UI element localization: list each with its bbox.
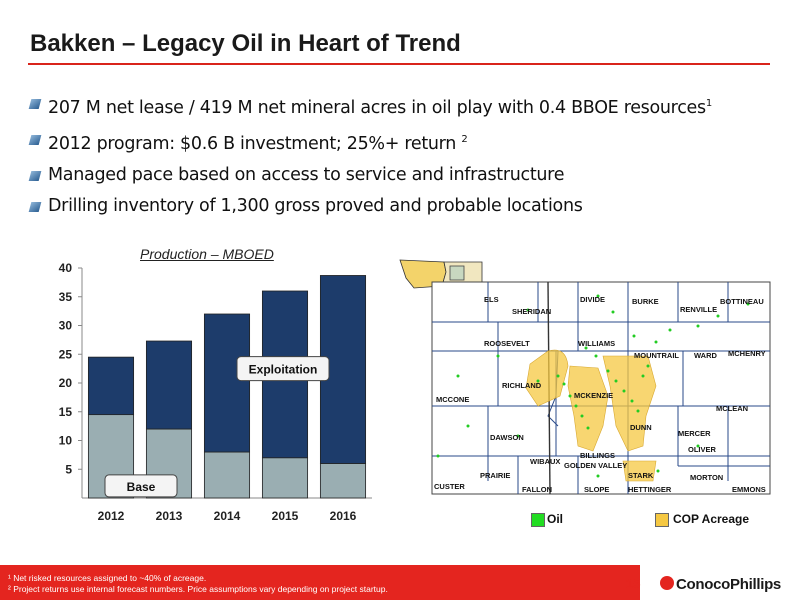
bullet-item: 207 M net lease / 419 M net mineral acre… [28, 88, 712, 124]
county-label-billings: BILLINGS [580, 451, 615, 460]
slide-title: Bakken – Legacy Oil in Heart of Trend [30, 30, 461, 57]
base-label: Base [127, 480, 156, 494]
cop-acreage-legend-swatch [655, 513, 669, 527]
y-tick-label: 15 [59, 405, 73, 419]
footer-bar: ¹ Net risked resources assigned to ~40% … [0, 565, 640, 600]
bullet-item: Managed pace based on access to service … [28, 160, 712, 191]
production-chart: 5 10 15 20 25 30 35 40 2012 2013 2014 2015 2016 Base E… [59, 261, 372, 523]
county-label-mckenzie: MCKENZIE [574, 391, 613, 400]
bullet-text: Managed pace based on access to service … [48, 164, 565, 185]
bar-exploitation-2012 [87, 356, 135, 416]
county-label-dunn: DUNN [630, 423, 652, 432]
exploitation-label-box [236, 356, 330, 382]
county-label-emmons: EMMONS [732, 485, 766, 494]
county-label-mclean: MCLEAN [716, 404, 748, 413]
bar-base-2015 [261, 457, 309, 499]
y-tick-label: 5 [65, 462, 72, 476]
county-label-hettinger: HETTINGER [628, 485, 672, 494]
county-label-morton: MORTON [690, 473, 723, 482]
bullet-icon [28, 134, 42, 145]
county-label-slope: SLOPE [584, 485, 609, 494]
county-label-dawson: DAWSON [490, 433, 524, 442]
bullet-text: 207 M net lease / 419 M net mineral acre… [48, 97, 706, 118]
county-label-renville: RENVILLE [680, 305, 717, 314]
y-tick-label: 25 [59, 347, 73, 361]
county-label-sheridan: SHERIDAN [512, 307, 551, 316]
bar-base-2016 [319, 463, 367, 499]
page-number: 15 [626, 576, 641, 591]
county-label-mercer: MERCER [678, 429, 711, 438]
footnote-ref: 1 [705, 98, 712, 109]
county-label-richland: RICHLAND [502, 381, 542, 390]
county-label-mchenry: MCHENRY [728, 349, 766, 358]
x-tick-label: 2016 [330, 509, 357, 523]
y-tick-label: 10 [59, 434, 73, 448]
county-label-burke: BURKE [632, 297, 659, 306]
county-label-wibaux: WIBAUX [530, 457, 560, 466]
map-graphic: ELS SHERIDAN DIVIDE BURKE RENVILLE BOTTI… [398, 256, 772, 496]
county-label-mccone: MCCONE [436, 395, 469, 404]
oil-legend-label: Oil [547, 512, 564, 526]
county-label-custer: CUSTER [434, 482, 465, 491]
x-tick-label: 2015 [272, 509, 299, 523]
footnote-ref: 2 [461, 133, 468, 145]
company-logo: ConocoPhillips [658, 570, 800, 600]
chart-title: Production – MBOED [140, 246, 274, 262]
bakken-map: ELS SHERIDAN DIVIDE BURKE RENVILLE BOTTI… [398, 256, 772, 496]
bullet-item: Drilling inventory of 1,300 gross proved… [28, 191, 712, 222]
bullet-item: 2012 program: $0.6 B investment; 25%+ re… [28, 124, 712, 160]
x-tick-label: 2014 [214, 509, 241, 523]
oil-legend-swatch [531, 513, 545, 527]
logo-icon [660, 576, 674, 590]
cop-acreage-legend-label: COP Acreage [673, 512, 750, 526]
y-tick-label: 35 [59, 290, 73, 304]
county-label-oliver: OLIVER [688, 445, 717, 454]
x-tick-label: 2013 [156, 509, 183, 523]
y-tick-label: 20 [59, 376, 73, 390]
county-label-stark: STARK [628, 471, 654, 480]
y-tick-label: 40 [59, 261, 73, 275]
footnote-2: ² Project returns use internal forecast … [8, 584, 388, 594]
logo-text: ConocoPhillips [676, 576, 781, 593]
county-label-williams: WILLIAMS [578, 339, 615, 348]
bar-exploitation-2013 [145, 340, 193, 430]
bar-exploitation-2014 [203, 313, 251, 453]
county-label-golden-valley: GOLDEN VALLEY [564, 461, 627, 470]
x-tick-label: 2012 [98, 509, 125, 523]
bar-base-2014 [203, 451, 251, 499]
bullet-list: 207 M net lease / 419 M net mineral acre… [28, 88, 712, 222]
county-label-ward: WARD [694, 351, 717, 360]
county-label-fallon: FALLON [522, 485, 552, 494]
title-divider [28, 63, 770, 65]
oil-wells [436, 294, 750, 478]
bullet-text: 2012 program: $0.6 B investment; 25%+ re… [48, 133, 462, 154]
bullet-icon [28, 170, 42, 181]
bullet-icon [28, 99, 42, 109]
county-label-prairie: PRAIRIE [480, 471, 510, 480]
exploitation-label: Exploitation [249, 363, 318, 377]
y-tick-label: 30 [59, 319, 73, 333]
county-label-divide: DIVIDE [580, 295, 605, 304]
base-label-box [104, 474, 178, 498]
county-label-els: ELS [484, 295, 499, 304]
county-label-roosevelt: ROOSEVELT [484, 339, 530, 348]
bullet-icon [28, 201, 42, 212]
county-label-mountrail: MOUNTRAIL [634, 351, 679, 360]
county-label-bottineau: BOTTINEAU [720, 297, 764, 306]
footnote-1: ¹ Net risked resources assigned to ~40% … [8, 573, 207, 583]
bullet-text: Drilling inventory of 1,300 gross proved… [48, 195, 583, 216]
